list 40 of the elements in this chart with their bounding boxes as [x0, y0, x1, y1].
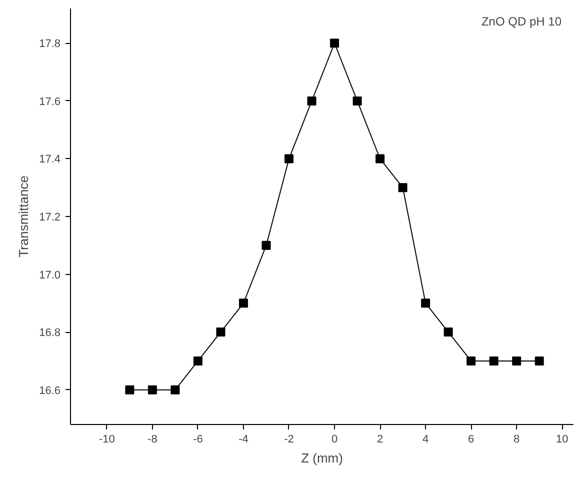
y-tick-label: 17.6 — [39, 96, 61, 108]
point — [307, 96, 316, 106]
point — [534, 356, 544, 366]
x-tick-label: -2 — [284, 434, 294, 446]
y-tick-label: 17.8 — [39, 38, 61, 50]
point — [125, 385, 134, 394]
x-tick-label: -8 — [148, 434, 158, 446]
annotation: ZnO QD pH 10 — [481, 14, 562, 28]
y-tick-label: 16.6 — [39, 384, 61, 397]
y-tick-label: 17.0 — [39, 269, 61, 282]
point — [148, 385, 157, 394]
point — [284, 154, 294, 164]
point — [444, 328, 453, 337]
point — [512, 356, 522, 366]
point — [170, 385, 180, 394]
y-tick-label: 17.4 — [39, 154, 61, 166]
x-tick-label: 2 — [376, 434, 384, 446]
x-tick-label: 0 — [331, 434, 338, 446]
x-tick-label: -4 — [238, 434, 248, 446]
point — [489, 356, 498, 366]
x-axis-title: Z (mm) — [301, 450, 343, 466]
point — [352, 96, 362, 106]
x-tick-label: 8 — [514, 434, 520, 446]
point — [466, 356, 476, 366]
y-axis-title: Transmittance — [16, 176, 32, 258]
point — [398, 183, 408, 192]
x-tick-label: -10 — [98, 434, 115, 446]
y-tick-label: 16.8 — [39, 327, 61, 340]
x-tick-label: 4 — [422, 434, 429, 446]
x-tick-label: 10 — [556, 434, 568, 446]
point — [421, 298, 430, 308]
x-tick-label: -6 — [193, 434, 203, 446]
point — [376, 154, 385, 164]
point — [216, 328, 226, 337]
x-tick-label: 6 — [468, 434, 474, 446]
point — [262, 240, 271, 250]
point — [238, 298, 248, 308]
point — [193, 356, 202, 366]
point — [330, 38, 340, 48]
y-tick-label: 17.2 — [39, 212, 61, 224]
